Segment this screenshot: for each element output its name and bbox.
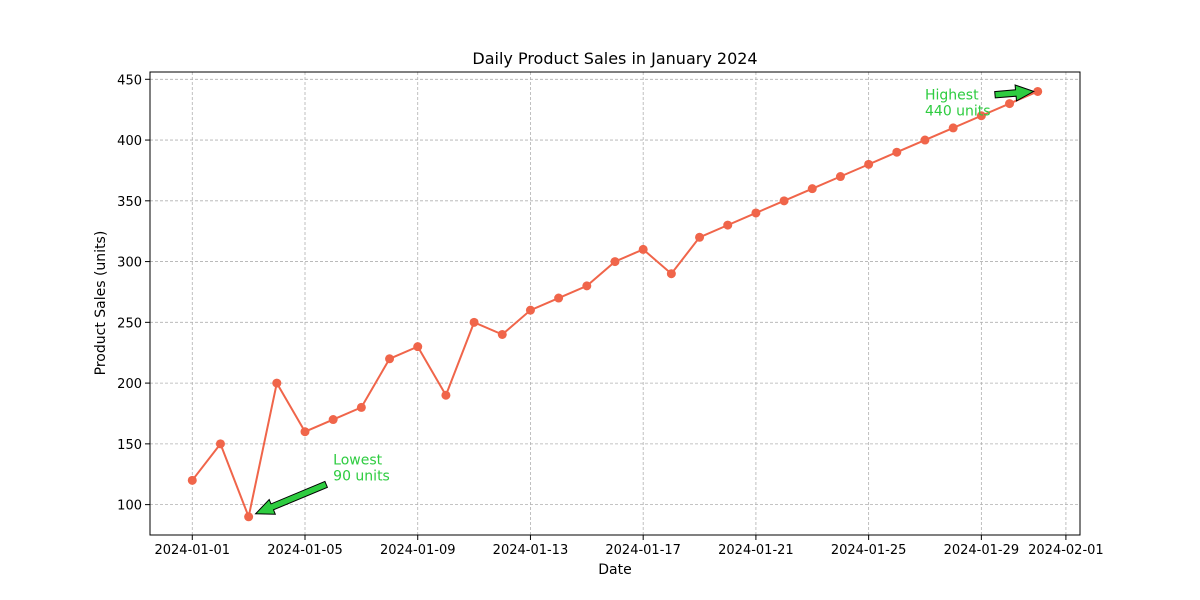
annotation-line: 90 units bbox=[333, 468, 390, 484]
y-tick-label: 300 bbox=[117, 256, 142, 271]
data-point bbox=[695, 232, 705, 242]
data-point bbox=[723, 220, 733, 230]
data-point bbox=[751, 208, 761, 218]
data-point bbox=[215, 439, 225, 449]
data-point bbox=[525, 305, 535, 315]
grid bbox=[150, 72, 1080, 535]
annotation-arrow bbox=[254, 480, 329, 515]
plot-frame bbox=[149, 71, 1081, 536]
annotation-line: Highest bbox=[925, 88, 979, 104]
data-point bbox=[666, 269, 676, 279]
y-tick-label: 150 bbox=[117, 438, 142, 453]
data-point bbox=[835, 172, 845, 182]
data-point bbox=[779, 196, 789, 206]
annotations: Lowest 90 units Highest 440 units bbox=[254, 84, 1035, 515]
data-point bbox=[1005, 99, 1015, 109]
chart-title: Daily Product Sales in January 2024 bbox=[472, 49, 757, 68]
x-tick-label: 2024-02-01 bbox=[1028, 543, 1104, 558]
x-tick-label: 2024-01-01 bbox=[154, 543, 230, 558]
data-point bbox=[610, 257, 620, 267]
annotation-arrow bbox=[994, 84, 1035, 102]
data-point bbox=[497, 329, 507, 339]
data-point bbox=[441, 390, 451, 400]
data-point bbox=[469, 317, 479, 327]
y-tick-label: 100 bbox=[117, 499, 142, 514]
data-point bbox=[948, 123, 958, 133]
y-tick-label: 450 bbox=[117, 73, 142, 88]
data-point bbox=[554, 293, 564, 303]
series-line bbox=[191, 90, 1039, 521]
data-point bbox=[976, 111, 986, 121]
x-tick-label: 2024-01-17 bbox=[605, 543, 681, 558]
y-tick-label: 350 bbox=[117, 195, 142, 210]
data-point bbox=[300, 427, 310, 437]
data-point bbox=[328, 415, 338, 425]
data-point bbox=[413, 342, 423, 352]
data-point bbox=[638, 244, 648, 254]
x-tick-label: 2024-01-21 bbox=[718, 543, 794, 558]
x-axis-title: Date bbox=[598, 562, 631, 578]
y-tick-label: 400 bbox=[117, 134, 142, 149]
x-tick-label: 2024-01-05 bbox=[267, 543, 343, 558]
data-point bbox=[864, 159, 874, 169]
data-point bbox=[244, 512, 254, 522]
series-layer bbox=[187, 86, 1043, 522]
data-point bbox=[892, 147, 902, 157]
annotation-line: Lowest bbox=[333, 452, 382, 468]
y-tick-label: 200 bbox=[117, 377, 142, 392]
data-point bbox=[385, 354, 395, 364]
annotation-label: Highest 440 units bbox=[925, 88, 991, 120]
data-point bbox=[1033, 86, 1043, 96]
y-axis-title: Product Sales (units) bbox=[93, 231, 109, 376]
data-point bbox=[187, 475, 197, 485]
data-point bbox=[920, 135, 930, 145]
annotation-line: 440 units bbox=[925, 104, 991, 120]
x-tick-label: 2024-01-13 bbox=[493, 543, 569, 558]
axes: 2024-01-01 2024-01-05 2024-01-09 2024-01-13… bbox=[117, 71, 1104, 558]
x-tick-label: 2024-01-25 bbox=[831, 543, 907, 558]
y-tick-label: 250 bbox=[117, 316, 142, 331]
x-tick-label: 2024-01-09 bbox=[380, 543, 456, 558]
data-point bbox=[272, 378, 282, 388]
data-point bbox=[582, 281, 592, 291]
data-point bbox=[807, 184, 817, 194]
x-tick-label: 2024-01-29 bbox=[944, 543, 1020, 558]
annotation-label: Lowest 90 units bbox=[333, 452, 390, 484]
data-point bbox=[356, 402, 366, 412]
